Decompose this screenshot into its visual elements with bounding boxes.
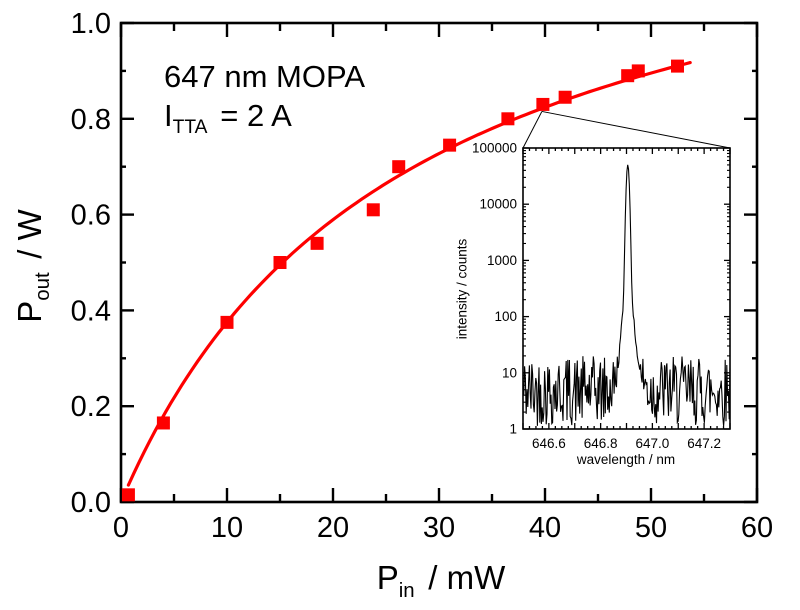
y-tick-label-0.8: 0.8 — [71, 104, 111, 136]
data-point-marker — [310, 236, 324, 250]
inset-x-tick-label-647.0: 647.0 — [635, 436, 669, 451]
data-point-marker — [536, 97, 550, 111]
x-tick-label-10: 10 — [211, 512, 243, 544]
y-tick-label-0.6: 0.6 — [71, 200, 111, 232]
inset-y-tick-label-100000: 100000 — [472, 141, 517, 156]
inset-x-axis-title: wavelength / nm — [576, 452, 676, 467]
x-axis-tick-labels: 0 10 20 30 40 50 60 — [113, 512, 773, 544]
y-tick-label-0.4: 0.4 — [71, 295, 111, 327]
inset-x-tick-labels: 646.6 646.8 647.0 647.2 — [532, 436, 721, 451]
y-axis-title-rest: / W — [11, 209, 49, 268]
data-point-marker — [443, 138, 457, 152]
annotation-line1: 647 nm MOPA — [164, 59, 366, 94]
inset-y-tick-label-10000: 10000 — [479, 197, 517, 212]
inset-y-tick-labels: 1 10 100 1000 10000 100000 — [472, 141, 517, 437]
data-points — [121, 59, 684, 502]
x-axis-title-sub: in — [398, 578, 415, 602]
inset-y-axis-title: intensity / counts — [454, 238, 470, 340]
main-plot-ticks — [119, 21, 759, 504]
data-point-marker — [558, 90, 572, 104]
x-tick-label-20: 20 — [317, 512, 349, 544]
x-axis-title: Pin / mW — [377, 559, 506, 603]
annotation-line2: ITTA = 2 A — [164, 98, 292, 139]
data-point-marker — [366, 203, 380, 217]
y-tick-label-1.0: 1.0 — [71, 8, 111, 40]
y-axis-tick-labels: 0.0 0.2 0.4 0.6 0.8 1.0 — [71, 8, 111, 519]
zoom-connector-lines — [522, 110, 731, 149]
data-point-marker — [121, 488, 135, 502]
inset-plot — [522, 147, 731, 430]
x-tick-label-0: 0 — [113, 512, 129, 544]
x-tick-label-40: 40 — [529, 512, 561, 544]
y-axis-title-sub: out — [30, 272, 54, 301]
x-axis-title-rest: / mW — [419, 559, 506, 596]
inset-x-tick-label-647.2: 647.2 — [687, 436, 721, 451]
annotation: 647 nm MOPA ITTA = 2 A — [164, 57, 365, 147]
data-point-marker — [671, 59, 684, 73]
zoom-connector-right — [541, 110, 731, 149]
inset-x-tick-label-646.6: 646.6 — [532, 436, 566, 451]
x-tick-label-60: 60 — [741, 512, 773, 544]
y-axis-title: Pout / W — [11, 209, 55, 323]
y-axis-title-base: P — [11, 300, 49, 323]
data-point-marker — [220, 315, 234, 329]
data-point-marker — [392, 160, 406, 174]
x-tick-label-30: 30 — [423, 512, 455, 544]
inset-y-tick-label-100: 100 — [494, 309, 517, 324]
data-point-marker — [631, 64, 645, 78]
inset-y-tick-label-10: 10 — [502, 365, 517, 380]
data-point-marker — [621, 69, 635, 83]
inset-x-tick-label-646.8: 646.8 — [584, 436, 618, 451]
zoom-connector-left — [522, 111, 543, 149]
data-point-marker — [156, 416, 170, 430]
y-tick-label-0.0: 0.0 — [71, 487, 111, 519]
spectrum-trace — [522, 164, 731, 426]
inset-y-tick-label-1: 1 — [509, 422, 517, 437]
data-point-marker — [273, 256, 287, 269]
x-axis-title-base: P — [376, 559, 399, 596]
x-tick-label-50: 50 — [635, 512, 667, 544]
inset-ticks — [522, 147, 731, 430]
data-point-marker — [501, 112, 515, 126]
y-tick-label-0.2: 0.2 — [71, 391, 111, 423]
inset-y-tick-label-1000: 1000 — [487, 253, 517, 268]
